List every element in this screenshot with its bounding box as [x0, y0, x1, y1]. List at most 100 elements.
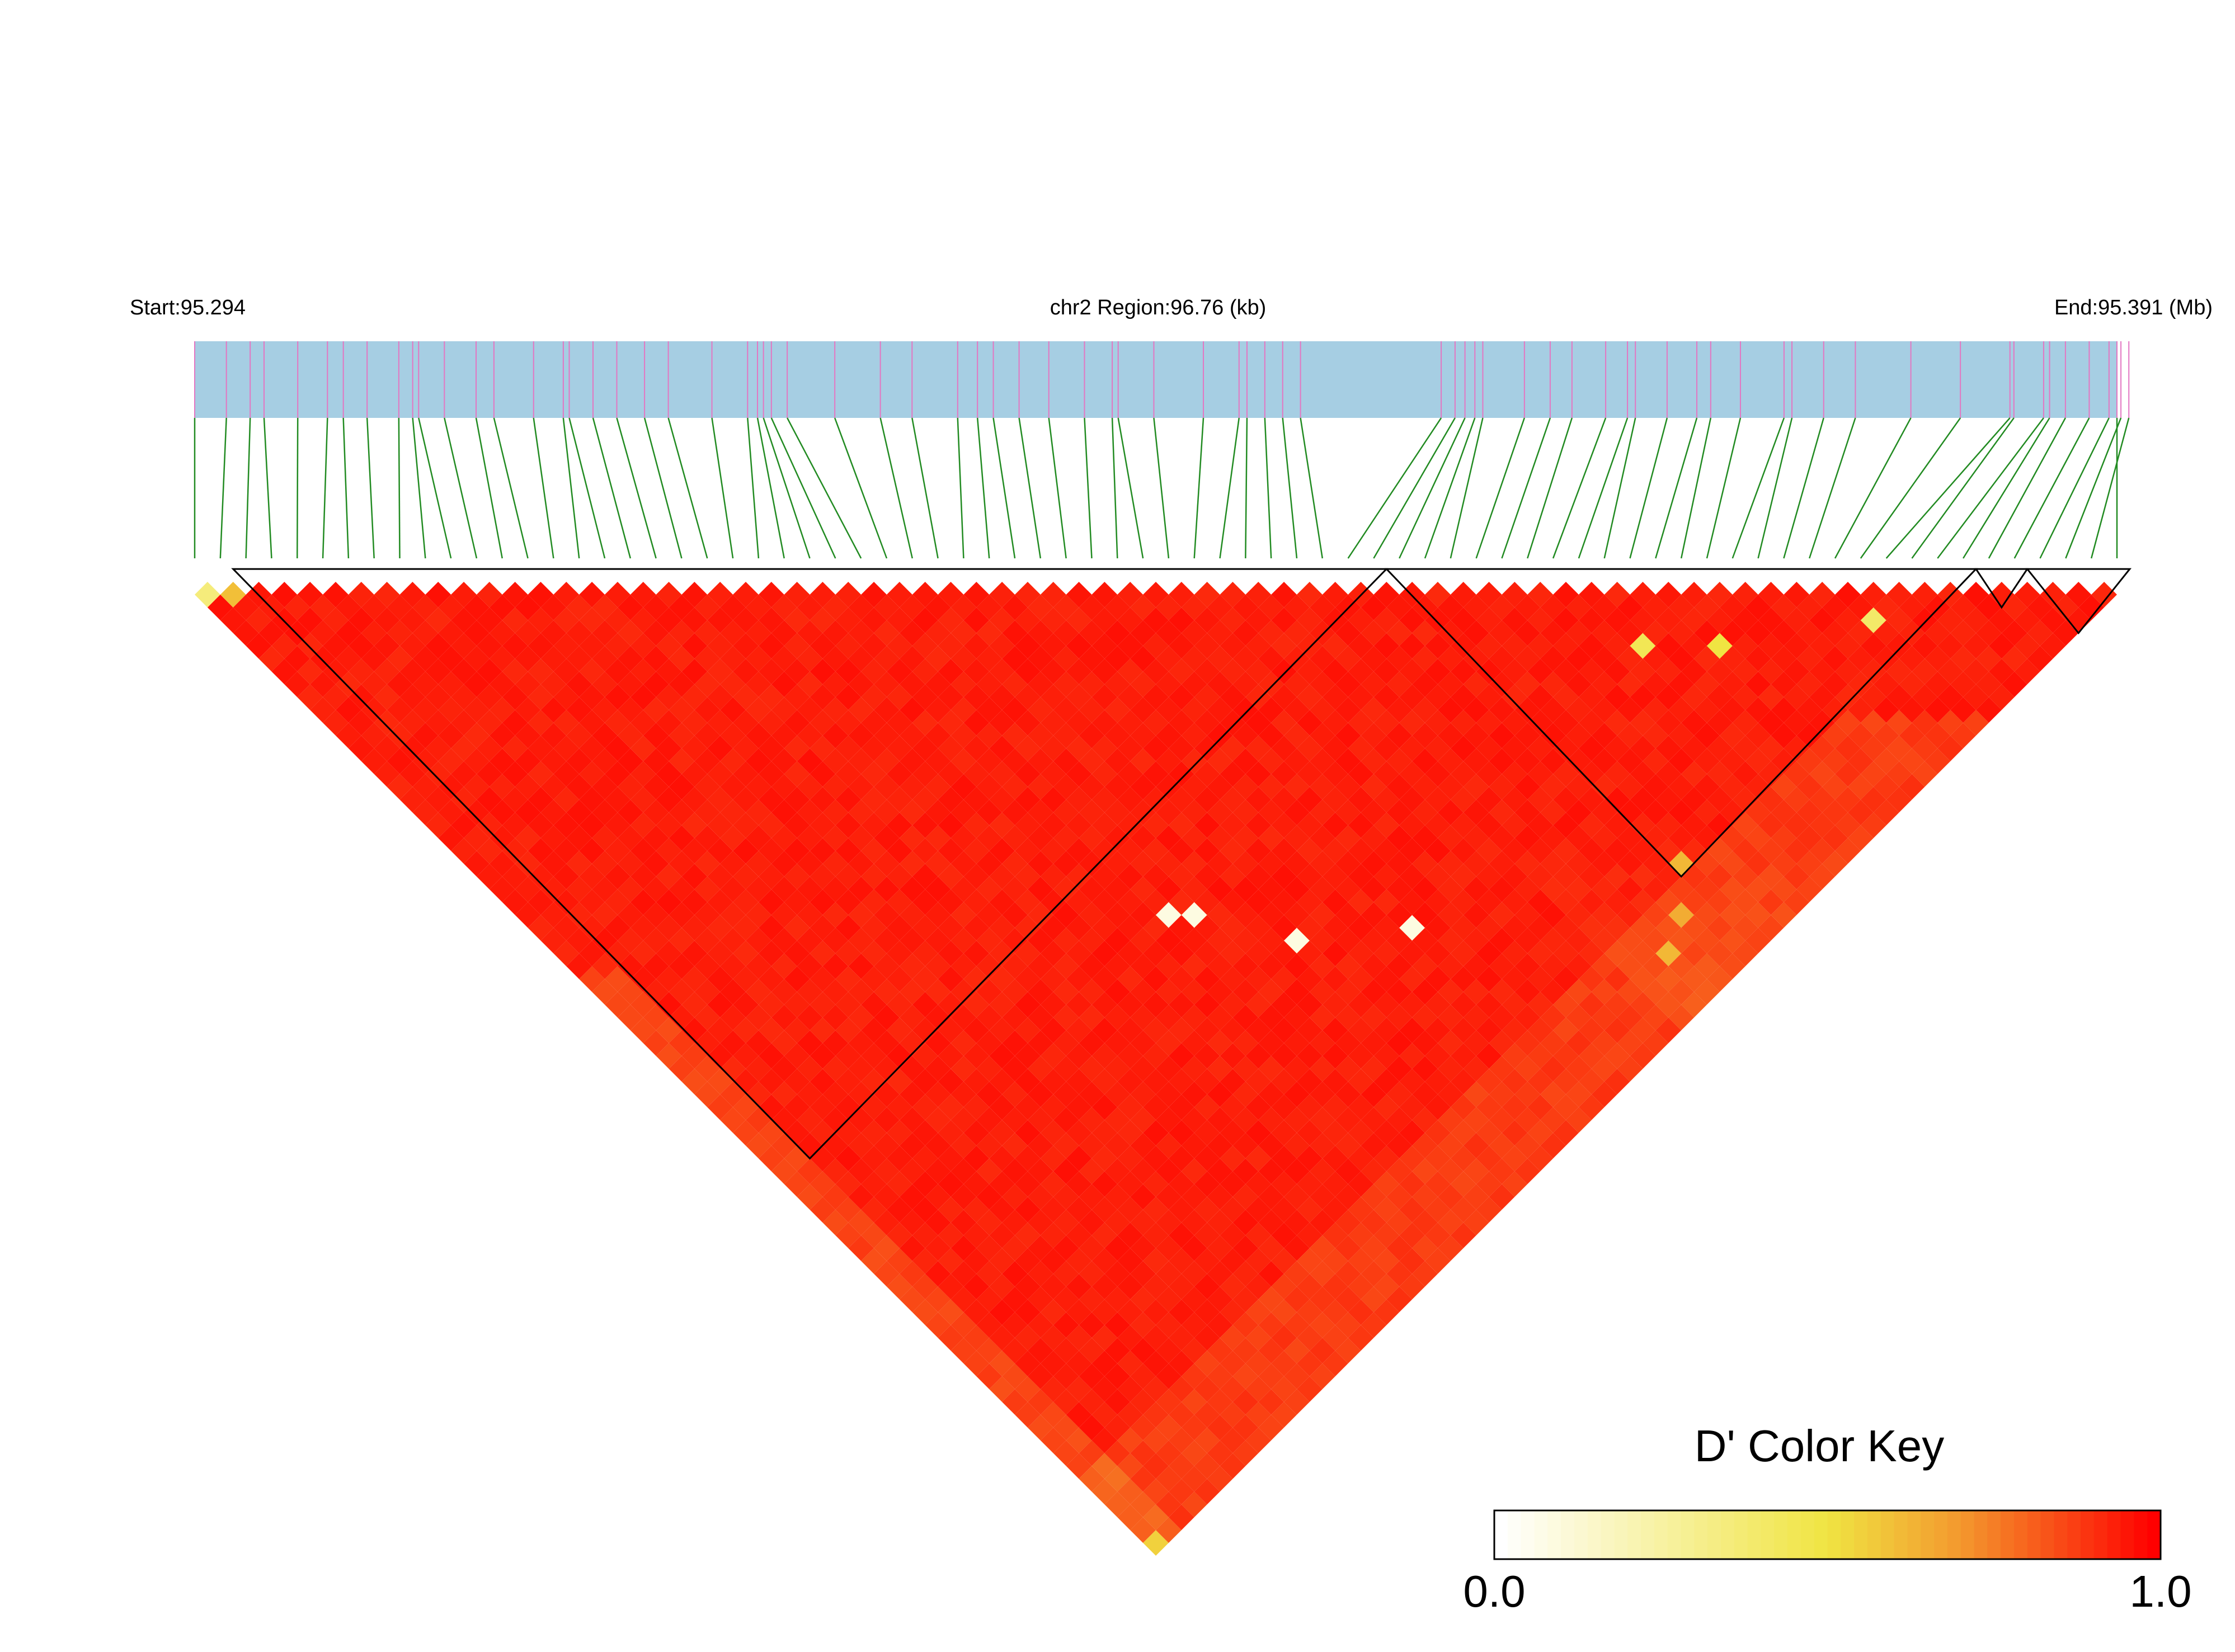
ld-cell [1040, 1427, 1066, 1453]
ld-cell [1079, 646, 1105, 672]
ld-cell [758, 940, 784, 967]
ld-cell [1284, 1184, 1310, 1210]
ld-cell [1232, 876, 1259, 902]
ld-cell [1425, 582, 1451, 608]
ld-cell [669, 825, 695, 851]
ld-cell [2078, 594, 2105, 620]
ld-cell [1322, 940, 1348, 967]
ld-cell [797, 1081, 823, 1108]
ld-cell [938, 1094, 964, 1121]
ld-cell [1015, 940, 1041, 967]
ld-cell [1643, 979, 1669, 1005]
ld-cell [399, 787, 426, 813]
ld-cell [1463, 671, 1489, 698]
snp-connector [976, 417, 990, 559]
ld-cell [1130, 1338, 1156, 1364]
ld-cell [1130, 1414, 1156, 1441]
ld-cell [1732, 940, 1758, 967]
ld-cell [1066, 1043, 1092, 1069]
ld-cell [1809, 812, 1836, 839]
ld-cell [1207, 748, 1233, 774]
ld-cell [976, 1261, 1003, 1287]
ld-cell [1156, 722, 1182, 749]
ld-cell [1104, 1414, 1131, 1441]
ld-cell [1950, 594, 1977, 620]
ld-cell [989, 1120, 1015, 1146]
ld-cell [771, 620, 797, 646]
ld-cell [1809, 633, 1836, 659]
ld-cell [374, 633, 400, 659]
ld-cell [976, 722, 1003, 749]
ld-cell [1591, 722, 1617, 749]
ld-cell [412, 594, 439, 620]
ld-cell [2027, 594, 2053, 620]
ld-cell [425, 761, 451, 787]
ld-cell [1181, 876, 1207, 902]
ld-cell [1245, 658, 1272, 685]
ld-cell [1156, 1107, 1182, 1133]
ld-cell [1104, 979, 1131, 1005]
ld-cell [1732, 735, 1758, 761]
ld-cell [1425, 607, 1451, 633]
ld-cell [989, 582, 1015, 608]
ld-cell [694, 671, 721, 698]
ld-cell [1425, 633, 1451, 659]
ld-cell [605, 710, 630, 736]
ld-cell [1886, 633, 1912, 659]
ld-cell [1502, 1171, 1528, 1197]
ld-cell [1860, 684, 1886, 710]
ld-cell [758, 582, 784, 608]
ld-cell [733, 1043, 759, 1069]
ld-cell [912, 966, 938, 992]
ld-cell [451, 607, 477, 633]
ld-cell [579, 838, 605, 864]
color-key-segment [1907, 1510, 1922, 1559]
ld-cell [835, 582, 862, 608]
snp-connector [1731, 417, 1785, 559]
ld-cell [1745, 722, 1771, 749]
ld-cell [1104, 620, 1131, 646]
ld-cell [1771, 671, 1797, 698]
ld-cell [1284, 620, 1310, 646]
ld-block-outline [2025, 568, 2132, 635]
ld-cell [476, 761, 502, 787]
ld-cell [399, 761, 426, 787]
ld-cell [1130, 1440, 1156, 1466]
ld-cell [758, 710, 784, 736]
ld-cell [1040, 633, 1066, 659]
ld-cell [1335, 979, 1361, 1005]
ld-cell [1245, 1017, 1272, 1043]
ld-cell [1207, 1158, 1233, 1184]
snp-connector [398, 417, 401, 559]
ld-cell [912, 812, 938, 839]
ld-cell [912, 735, 938, 761]
ld-cell [605, 761, 630, 787]
ld-cell [271, 633, 298, 659]
ld-cell [1245, 582, 1272, 608]
ld-cell [2001, 671, 2027, 698]
ld-cell [1040, 1350, 1066, 1377]
ld-cell [669, 594, 695, 620]
ld-cell [1463, 851, 1489, 877]
ld-cell [1194, 1094, 1220, 1121]
ld-cell [1335, 620, 1361, 646]
ld-cell [1245, 1197, 1272, 1223]
ld-cell [1873, 722, 1899, 749]
snp-connector [763, 417, 811, 559]
ld-cell [1245, 710, 1272, 736]
color-key-segment [1601, 1510, 1615, 1559]
ld-cell [1335, 1056, 1361, 1082]
ld-cell [1309, 876, 1335, 902]
ld-cell [989, 838, 1015, 864]
color-key-segment [1494, 1510, 1508, 1559]
ld-cell [797, 851, 823, 877]
ld-cell [822, 979, 849, 1005]
ld-cell [540, 671, 567, 698]
ld-cell [912, 889, 938, 915]
ld-cell [1258, 876, 1284, 902]
ld-cell [1860, 735, 1886, 761]
ld-cell [387, 594, 413, 620]
ld-cell [1553, 684, 1579, 710]
ld-cell [1643, 646, 1669, 672]
ld-cell [1130, 928, 1156, 954]
